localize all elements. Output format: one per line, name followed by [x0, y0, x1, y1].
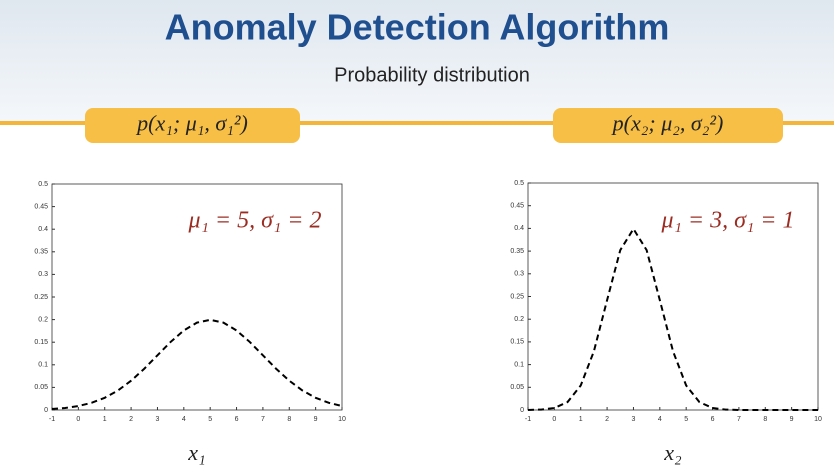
y-tick-label: 0.5 — [514, 180, 524, 187]
x-tick-label: 3 — [156, 416, 160, 423]
y-tick-label: 0.05 — [510, 384, 524, 391]
x-tick-label: 5 — [208, 416, 212, 423]
y-tick-label: 0.25 — [510, 293, 524, 300]
y-tick-label: 0.05 — [34, 384, 48, 391]
density-curve — [51, 318, 343, 411]
x-axis-label: x₂ — [663, 440, 682, 465]
formula: p(x₁; μ₁, σ₁²) — [135, 111, 248, 136]
y-tick-label: 0.1 — [514, 361, 524, 368]
y-tick-label: 0.15 — [510, 339, 524, 346]
x-tick-label: 9 — [314, 416, 318, 423]
x-tick-label: 5 — [684, 416, 688, 423]
y-tick-label: 0.5 — [38, 181, 48, 188]
x-tick-label: 8 — [763, 416, 767, 423]
annotation: μ₁ = 5, σ₁ = 2 — [188, 208, 322, 234]
x-tick-label: 3 — [632, 416, 636, 423]
x-tick-label: 1 — [579, 416, 583, 423]
y-tick-label: 0.3 — [38, 271, 48, 278]
density-curve — [527, 227, 818, 411]
x-tick-label: -1 — [525, 416, 531, 423]
x-tick-label: 7 — [261, 416, 265, 423]
x-tick-label: 8 — [287, 416, 291, 423]
x-tick-label: 9 — [790, 416, 794, 423]
header-rule — [0, 121, 834, 125]
x-tick-label: 6 — [711, 416, 715, 423]
x-tick-label: 2 — [129, 416, 133, 423]
x-axis-label: x₁ — [187, 440, 205, 465]
x-tick-label: 0 — [76, 416, 80, 423]
formula-box — [553, 108, 783, 143]
x-tick-label: 4 — [658, 416, 662, 423]
y-tick-label: 0.45 — [510, 203, 524, 210]
annotation: μ₁ = 3, σ₁ = 1 — [661, 208, 795, 234]
slide-subtitle: Probability distribution — [334, 64, 530, 86]
y-tick-label: 0.2 — [514, 316, 524, 323]
x-tick-label: 10 — [338, 416, 346, 423]
x-tick-label: 7 — [737, 416, 741, 423]
y-tick-label: 0.3 — [514, 271, 524, 278]
formula: p(x₂; μ₂, σ₂²) — [611, 111, 724, 136]
x-tick-label: 1 — [103, 416, 107, 423]
formula-box — [85, 108, 300, 143]
y-tick-label: 0.45 — [34, 203, 48, 210]
y-tick-label: 0.4 — [38, 226, 48, 233]
y-tick-label: 0.35 — [34, 249, 48, 256]
y-tick-label: 0.1 — [38, 362, 48, 369]
x-tick-label: 6 — [235, 416, 239, 423]
y-tick-label: 0.4 — [514, 225, 524, 232]
x-tick-label: 10 — [814, 416, 822, 423]
header-band — [0, 0, 834, 122]
slide-title: Anomaly Detection Algorithm — [165, 7, 670, 48]
y-tick-label: 0.35 — [510, 248, 524, 255]
x-tick-label: -1 — [49, 416, 55, 423]
x-tick-label: 4 — [182, 416, 186, 423]
y-tick-label: 0 — [520, 407, 524, 414]
y-tick-label: 0 — [44, 407, 48, 414]
y-tick-label: 0.15 — [34, 339, 48, 346]
y-tick-label: 0.25 — [34, 294, 48, 301]
x-tick-label: 2 — [605, 416, 609, 423]
x-tick-label: 0 — [552, 416, 556, 423]
y-tick-label: 0.2 — [38, 316, 48, 323]
